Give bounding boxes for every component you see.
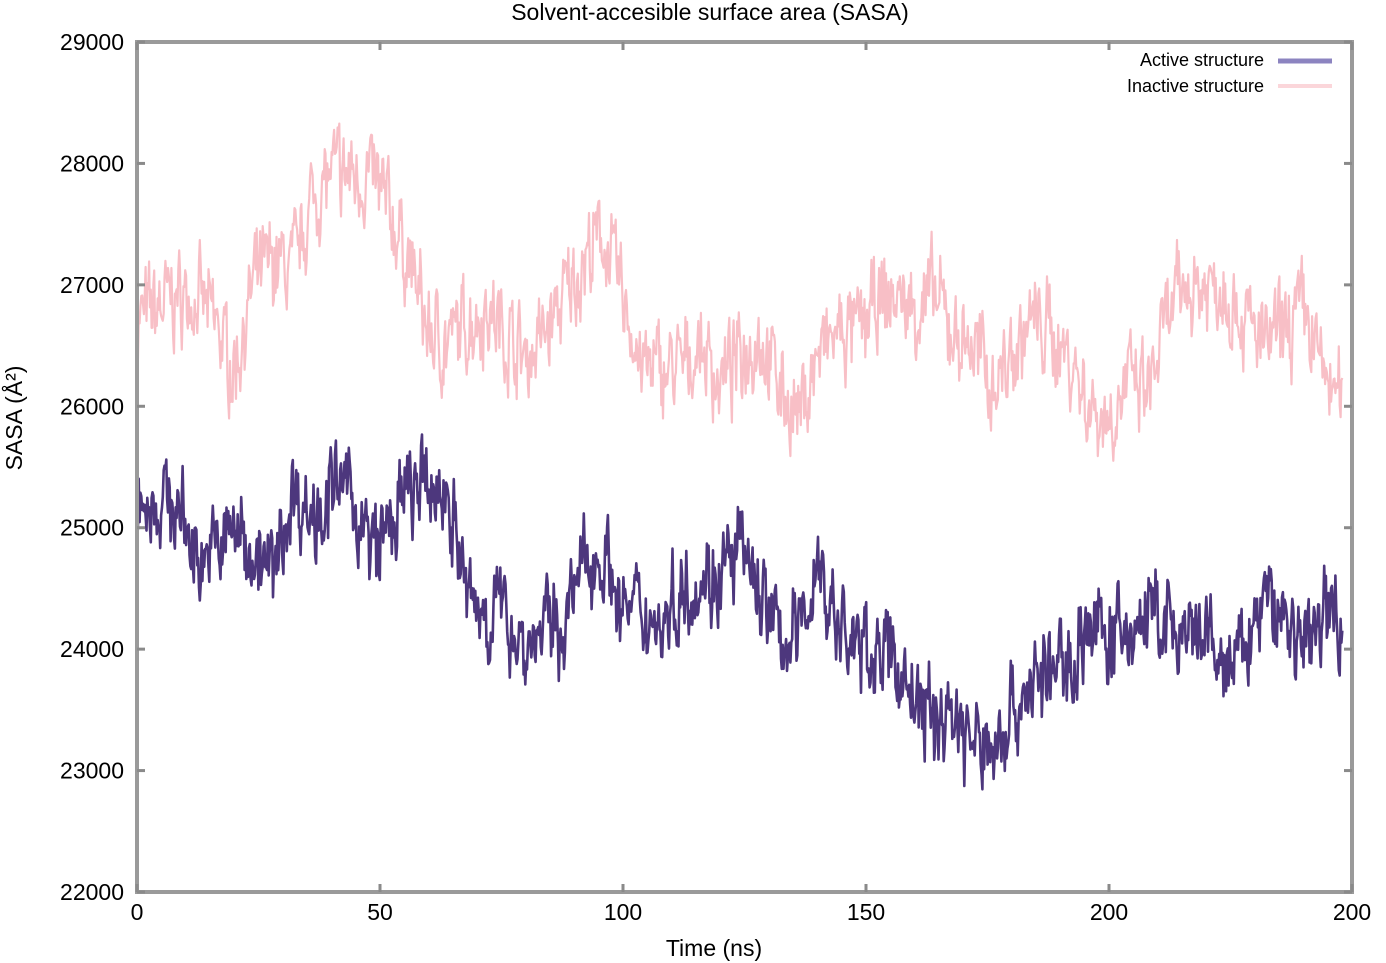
- y-tick-label: 25000: [60, 515, 124, 541]
- y-tick-label: 23000: [60, 758, 124, 784]
- y-tick-label: 24000: [60, 636, 124, 662]
- legend: Active structure Inactive structure: [1127, 50, 1332, 96]
- inactive-structure-line: [135, 122, 1344, 462]
- legend-label-inactive: Inactive structure: [1127, 76, 1264, 96]
- x-tick-label: 200: [1333, 899, 1371, 925]
- y-tick-label: 27000: [60, 272, 124, 298]
- x-tick-label: 50: [367, 899, 393, 925]
- x-tick-label: 150: [847, 899, 885, 925]
- y-tick-label: 26000: [60, 393, 124, 419]
- chart-title: Solvent-accesible surface area (SASA): [511, 0, 909, 25]
- series-layer: [135, 122, 1344, 791]
- y-tick-label: 22000: [60, 879, 124, 905]
- ticks-layer: 0 50 100 150 200 200 22000 23000 24000 25000 26000…: [60, 29, 1371, 925]
- x-tick-label: 100: [604, 899, 642, 925]
- x-tick-label: 0: [131, 899, 144, 925]
- active-structure-line: [135, 433, 1344, 791]
- plot-frame: [135, 40, 1354, 894]
- y-tick-label: 29000: [60, 29, 124, 55]
- x-tick-label: 200: [1090, 899, 1128, 925]
- y-tick-label: 28000: [60, 150, 124, 176]
- x-axis-label: Time (ns): [666, 935, 762, 961]
- legend-label-active: Active structure: [1140, 50, 1264, 70]
- y-axis-label: SASA (Å²): [0, 366, 27, 471]
